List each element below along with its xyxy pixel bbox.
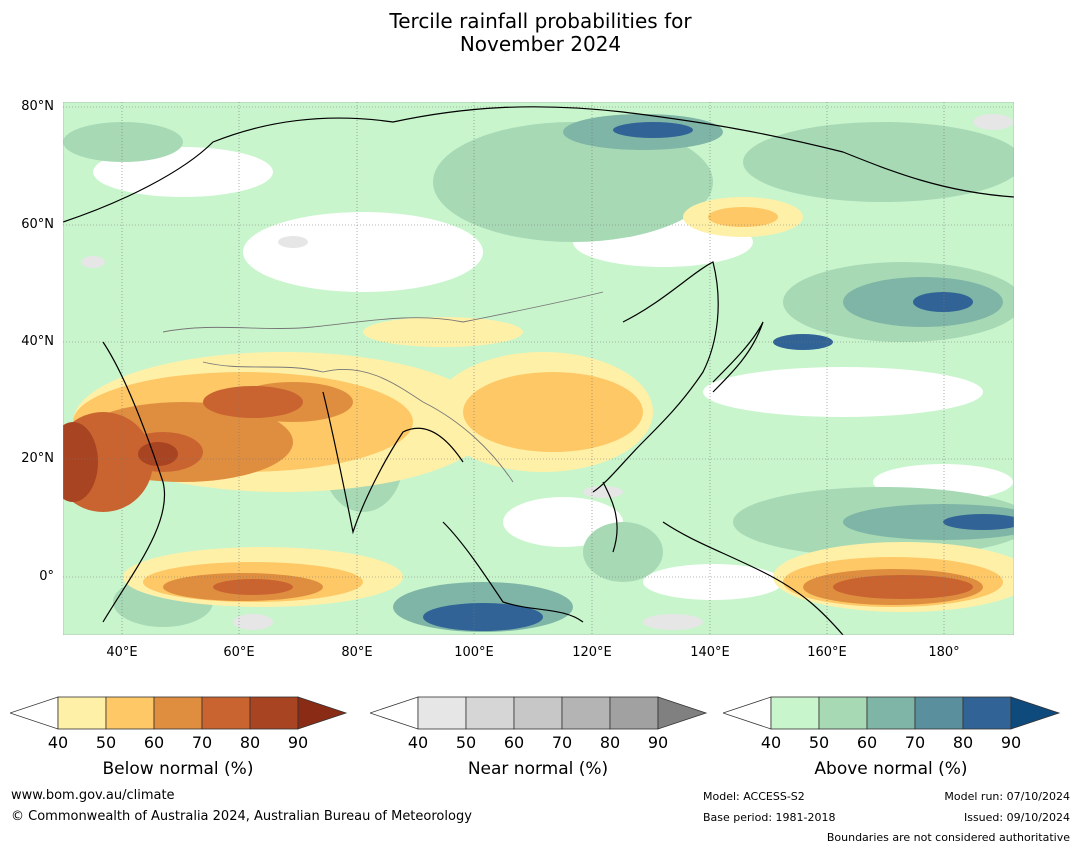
- near-colorbar-segment: [609, 696, 659, 730]
- near-colorbar-segment: [513, 696, 563, 730]
- near-colorbar-tick: 90: [647, 733, 669, 752]
- title-line-1: Tercile rainfall probabilities for: [389, 9, 692, 33]
- near-colorbar-tick: 40: [407, 733, 429, 752]
- below-colorbar-segment: [249, 696, 299, 730]
- above-colorbar-segment: [962, 696, 1012, 730]
- above-colorbar-tick: 40: [760, 733, 782, 752]
- below-normal-colorbar: [10, 696, 348, 730]
- title-line-2: November 2024: [459, 32, 622, 56]
- lon-label-40e: 40°E: [106, 645, 138, 660]
- lon-label-80e: 80°E: [341, 645, 373, 660]
- below-colorbar-segment: [105, 696, 155, 730]
- near-colorbar-min-arrow: [370, 696, 419, 730]
- near-colorbar-tick: 70: [551, 733, 573, 752]
- lat-label-80n: 80°N: [21, 99, 54, 114]
- lon-label-180: 180°: [928, 645, 960, 660]
- above-colorbar-tick: 80: [952, 733, 974, 752]
- above-colorbar-tick: 70: [904, 733, 926, 752]
- lon-label-160e: 160°E: [807, 645, 847, 660]
- above-colorbar-tick: 50: [808, 733, 830, 752]
- lon-label-100e: 100°E: [454, 645, 494, 660]
- above-colorbar-segment: [866, 696, 916, 730]
- below-colorbar-segment: [57, 696, 107, 730]
- near-colorbar-segment: [561, 696, 611, 730]
- below-colorbar-tick: 50: [95, 733, 117, 752]
- above-normal-title: Above normal (%): [814, 759, 968, 779]
- model-text: Model: ACCESS-S2: [703, 790, 805, 803]
- above-colorbar-min-arrow: [723, 696, 772, 730]
- coastlines: [63, 106, 1014, 635]
- graticule: [63, 102, 1014, 635]
- near-colorbar-max-arrow: [657, 696, 708, 730]
- lat-label-0: 0°: [39, 569, 54, 584]
- base-period-text: Base period: 1981-2018: [703, 811, 836, 824]
- below-normal-title: Below normal (%): [102, 759, 254, 779]
- below-colorbar-min-arrow: [10, 696, 59, 730]
- above-colorbar-segment: [770, 696, 820, 730]
- rainfall-probability-map: [63, 102, 1014, 635]
- near-normal-colorbar: [370, 696, 708, 730]
- above-colorbar-segment: [914, 696, 964, 730]
- map-title: Tercile rainfall probabilities for Novem…: [0, 10, 1081, 56]
- above-colorbar-tick: 60: [856, 733, 878, 752]
- below-colorbar-segment: [201, 696, 251, 730]
- above-colorbar-segment: [818, 696, 868, 730]
- lat-label-40n: 40°N: [21, 334, 54, 349]
- near-colorbar-segment: [417, 696, 467, 730]
- lat-label-60n: 60°N: [21, 217, 54, 232]
- above-normal-colorbar: [723, 696, 1061, 730]
- copyright-text: © Commonwealth of Australia 2024, Austra…: [11, 809, 472, 824]
- issued-text: Issued: 09/10/2024: [963, 811, 1070, 824]
- below-colorbar-tick: 40: [47, 733, 69, 752]
- lat-label-20n: 20°N: [21, 451, 54, 466]
- lon-label-120e: 120°E: [572, 645, 612, 660]
- model-run-text: Model run: 07/10/2024: [944, 790, 1070, 803]
- below-colorbar-tick: 70: [191, 733, 213, 752]
- above-colorbar-max-arrow: [1010, 696, 1061, 730]
- disclaimer-text: Boundaries are not considered authoritat…: [826, 831, 1070, 844]
- below-colorbar-tick: 60: [143, 733, 165, 752]
- below-colorbar-segment: [153, 696, 203, 730]
- near-colorbar-tick: 50: [455, 733, 477, 752]
- near-normal-title: Near normal (%): [467, 759, 609, 779]
- above-colorbar-tick: 90: [1000, 733, 1022, 752]
- below-colorbar-max-arrow: [297, 696, 348, 730]
- lon-label-140e: 140°E: [690, 645, 730, 660]
- country-borders: [162, 291, 604, 483]
- near-colorbar-segment: [465, 696, 515, 730]
- near-colorbar-tick: 80: [599, 733, 621, 752]
- below-colorbar-tick: 90: [287, 733, 309, 752]
- near-colorbar-tick: 60: [503, 733, 525, 752]
- lon-label-60e: 60°E: [223, 645, 255, 660]
- below-colorbar-tick: 80: [239, 733, 261, 752]
- bom-url-link[interactable]: www.bom.gov.au/climate: [11, 788, 175, 803]
